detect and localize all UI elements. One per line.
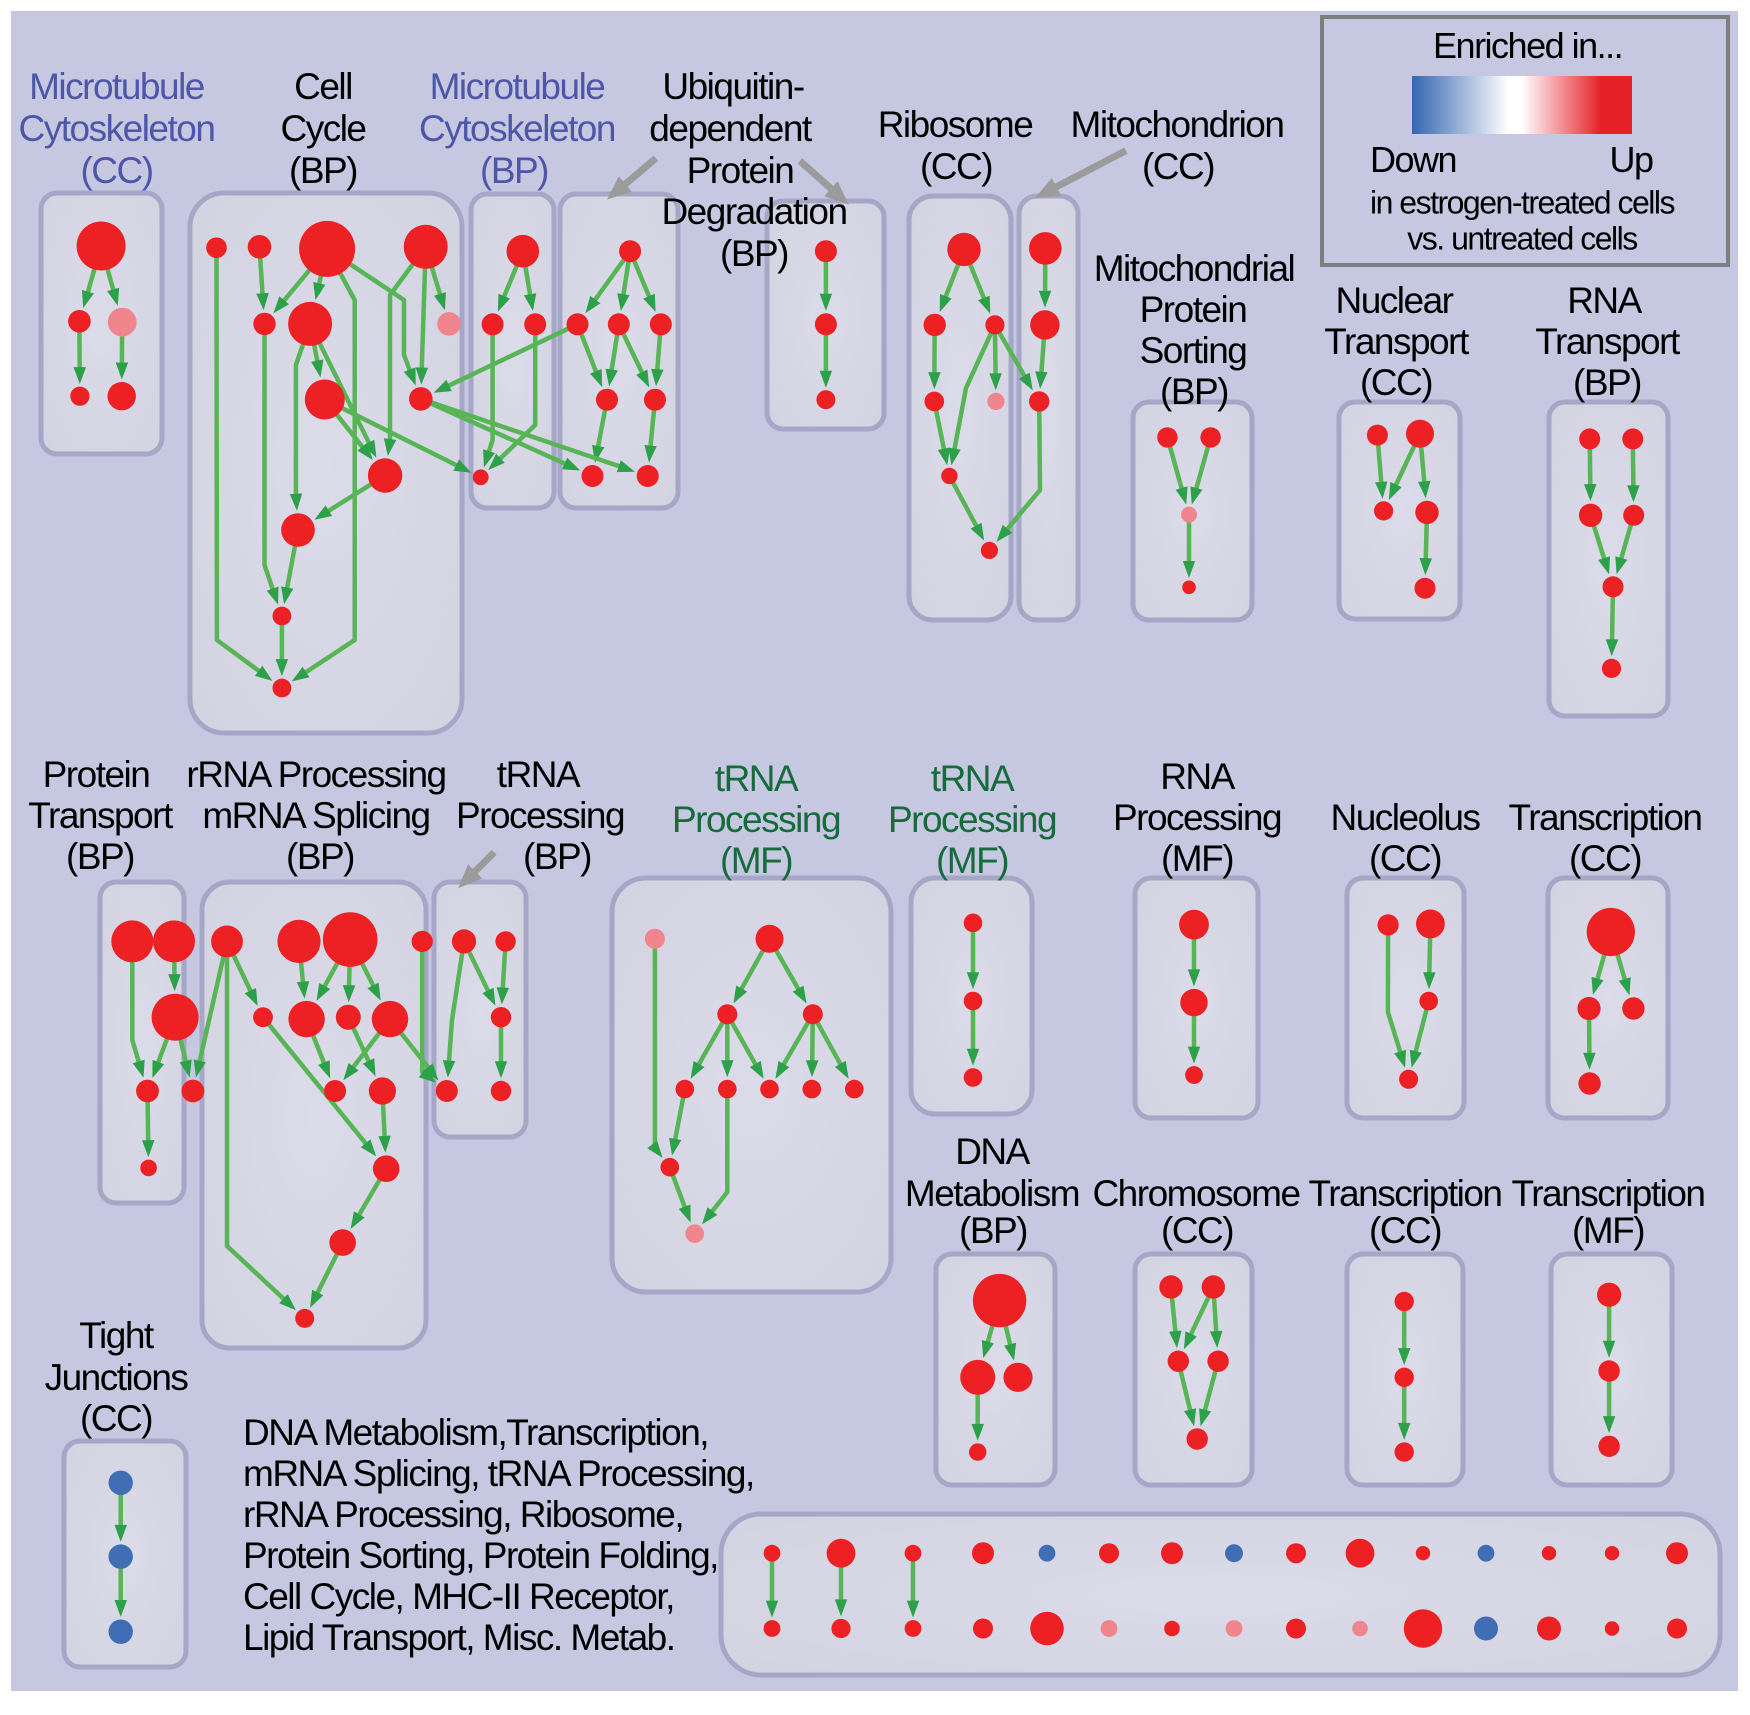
svg-text:vs. untreated cells: vs. untreated cells (1407, 221, 1637, 257)
svg-text:(CC): (CC) (1161, 1210, 1233, 1251)
svg-text:(CC): (CC) (1142, 146, 1214, 187)
svg-text:Cell Cycle, MHC-II Receptor,: Cell Cycle, MHC-II Receptor, (243, 1576, 674, 1617)
svg-text:Cytoskeleton: Cytoskeleton (19, 108, 215, 149)
svg-text:Tight: Tight (79, 1315, 155, 1356)
svg-text:Nuclear: Nuclear (1336, 280, 1454, 321)
svg-text:rRNA Processing: rRNA Processing (186, 754, 445, 795)
svg-text:Sorting: Sorting (1140, 330, 1247, 371)
svg-text:dependent: dependent (649, 108, 813, 149)
svg-text:tRNA: tRNA (931, 758, 1015, 799)
svg-text:(BP): (BP) (1573, 362, 1641, 403)
svg-text:Chromosome: Chromosome (1092, 1173, 1299, 1214)
svg-text:Mitochondrion: Mitochondrion (1071, 104, 1284, 145)
svg-text:Transport: Transport (1535, 321, 1681, 362)
svg-text:Protein: Protein (1140, 289, 1247, 330)
svg-text:Processing: Processing (1113, 797, 1281, 838)
svg-text:Transcription: Transcription (1309, 1173, 1502, 1214)
svg-text:(BP): (BP) (286, 836, 354, 877)
svg-text:(BP): (BP) (1160, 371, 1228, 412)
svg-text:Protein: Protein (687, 150, 794, 191)
svg-text:Transport: Transport (28, 795, 174, 836)
svg-text:(MF): (MF) (1161, 838, 1233, 879)
svg-text:Transcription: Transcription (1509, 797, 1702, 838)
svg-text:Down: Down (1370, 139, 1456, 180)
svg-text:DNA: DNA (955, 1131, 1030, 1172)
svg-text:Transcription: Transcription (1512, 1173, 1705, 1214)
svg-text:(BP): (BP) (523, 836, 591, 877)
svg-text:(BP): (BP) (66, 836, 134, 877)
svg-text:mRNA Splicing, tRNA Processing: mRNA Splicing, tRNA Processing, (243, 1453, 754, 1494)
svg-text:(BP): (BP) (720, 233, 788, 274)
svg-text:Protein Sorting, Protein Foldi: Protein Sorting, Protein Folding, (243, 1535, 718, 1576)
svg-text:(MF): (MF) (1572, 1210, 1644, 1251)
svg-text:Transport: Transport (1324, 321, 1470, 362)
svg-text:(CC): (CC) (1369, 1210, 1441, 1251)
svg-text:RNA: RNA (1160, 756, 1235, 797)
svg-text:(CC): (CC) (1369, 838, 1441, 879)
svg-text:(BP): (BP) (289, 150, 357, 191)
svg-text:Lipid Transport, Misc. Metab.: Lipid Transport, Misc. Metab. (243, 1617, 675, 1658)
svg-text:Protein: Protein (43, 754, 150, 795)
svg-text:tRNA: tRNA (715, 758, 799, 799)
svg-text:(CC): (CC) (920, 146, 992, 187)
svg-text:Metabolism: Metabolism (905, 1173, 1079, 1214)
svg-text:RNA: RNA (1567, 280, 1642, 321)
svg-text:(BP): (BP) (959, 1210, 1027, 1251)
svg-text:(BP): (BP) (480, 150, 548, 191)
svg-text:Mitochondrial: Mitochondrial (1094, 248, 1295, 289)
svg-text:Nucleolus: Nucleolus (1331, 797, 1481, 838)
svg-text:Microtubule: Microtubule (29, 66, 204, 107)
svg-text:Up: Up (1609, 139, 1652, 180)
svg-text:(CC): (CC) (1360, 362, 1432, 403)
svg-text:(CC): (CC) (80, 1398, 152, 1439)
svg-text:Enriched in...: Enriched in... (1433, 25, 1622, 66)
svg-text:(CC): (CC) (80, 150, 152, 191)
svg-text:mRNA Splicing: mRNA Splicing (202, 795, 429, 836)
svg-text:Cycle: Cycle (280, 108, 365, 149)
svg-text:Cytoskeleton: Cytoskeleton (419, 108, 615, 149)
svg-text:Ribosome: Ribosome (878, 104, 1033, 145)
svg-text:Cell: Cell (294, 66, 352, 107)
svg-text:Junctions: Junctions (45, 1357, 189, 1398)
svg-text:in estrogen-treated cells: in estrogen-treated cells (1370, 185, 1675, 221)
svg-text:Processing: Processing (456, 795, 624, 836)
svg-text:(MF): (MF) (936, 840, 1008, 881)
svg-text:Processing: Processing (672, 799, 840, 840)
svg-text:Processing: Processing (888, 799, 1056, 840)
svg-text:(MF): (MF) (720, 840, 792, 881)
svg-text:(CC): (CC) (1569, 838, 1641, 879)
svg-text:Ubiquitin-: Ubiquitin- (662, 66, 803, 107)
svg-text:tRNA: tRNA (497, 754, 581, 795)
svg-text:DNA Metabolism,Transcription,: DNA Metabolism,Transcription, (243, 1412, 708, 1453)
svg-text:Microtubule: Microtubule (430, 66, 605, 107)
svg-text:rRNA Processing, Ribosome,: rRNA Processing, Ribosome, (243, 1494, 683, 1535)
svg-text:Degradation: Degradation (661, 191, 846, 232)
